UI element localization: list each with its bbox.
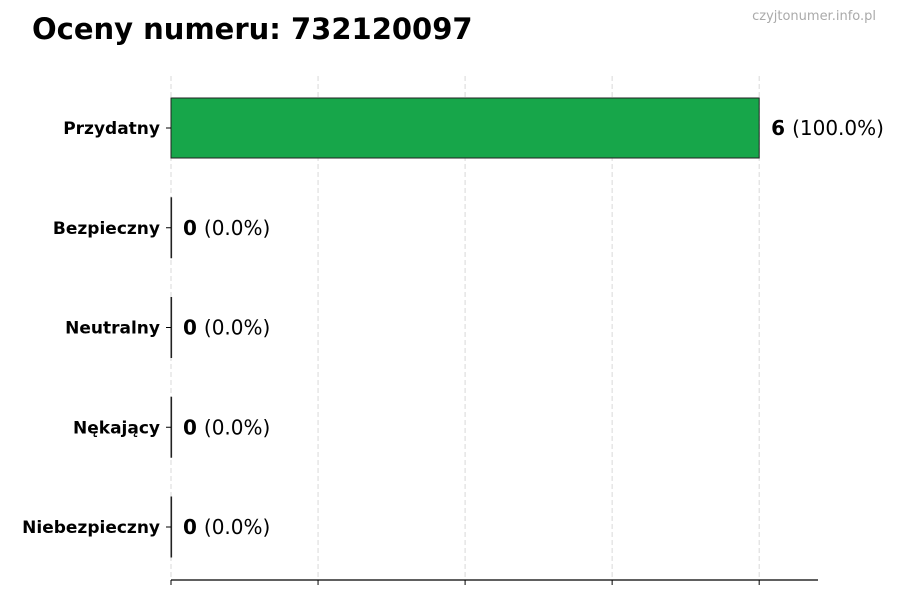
bar bbox=[170, 496, 173, 558]
data-label-count: 0 bbox=[183, 216, 204, 240]
data-label-percent: (0.0%) bbox=[204, 216, 270, 240]
chart-title: Oceny numeru: 732120097 bbox=[32, 12, 473, 46]
data-label-percent: (0.0%) bbox=[204, 415, 270, 439]
bar bbox=[170, 97, 760, 159]
data-label: 0 (0.0%) bbox=[183, 316, 270, 340]
bar bbox=[170, 197, 173, 259]
data-label-count: 0 bbox=[183, 515, 204, 539]
bar bbox=[170, 297, 173, 358]
bar bbox=[170, 396, 173, 458]
data-label-count: 0 bbox=[183, 316, 204, 340]
data-label-percent: (100.0%) bbox=[792, 116, 884, 140]
data-label-percent: (0.0%) bbox=[204, 515, 270, 539]
data-label-percent: (0.0%) bbox=[204, 316, 270, 340]
data-label-count: 0 bbox=[183, 415, 204, 439]
category-label: Niebezpieczny bbox=[22, 518, 160, 538]
category-label: Przydatny bbox=[63, 119, 160, 139]
category-label: Neutralny bbox=[65, 319, 160, 339]
data-label: 0 (0.0%) bbox=[183, 415, 270, 439]
data-label-count: 6 bbox=[771, 116, 792, 140]
category-label: Bezpieczny bbox=[53, 219, 160, 239]
data-label: 0 (0.0%) bbox=[183, 515, 270, 539]
data-label: 6 (100.0%) bbox=[771, 116, 884, 140]
category-label: Nękający bbox=[73, 418, 160, 438]
watermark: czyjtonumer.info.pl bbox=[752, 9, 876, 24]
data-label: 0 (0.0%) bbox=[183, 216, 270, 240]
